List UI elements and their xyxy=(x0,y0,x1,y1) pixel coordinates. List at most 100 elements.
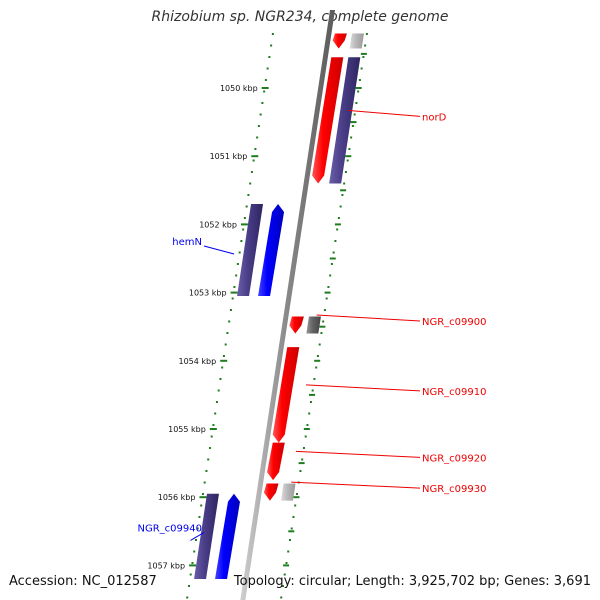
gene-feature[interactable] xyxy=(280,483,296,501)
scale-dot xyxy=(235,274,238,277)
scale-dot xyxy=(205,470,208,472)
scale-dot xyxy=(325,297,328,300)
gene-feature[interactable] xyxy=(263,483,279,501)
gene-label[interactable]: NGR_c09940 xyxy=(138,523,203,534)
gene-leader-line xyxy=(203,245,235,255)
scale-dot xyxy=(343,182,346,185)
scale-dot xyxy=(315,366,318,369)
scale-dot xyxy=(306,424,309,426)
minor-tick xyxy=(298,462,305,465)
gene-feature[interactable] xyxy=(349,33,364,49)
scale-dot xyxy=(357,90,360,93)
minor-tick xyxy=(303,428,310,430)
scale-dot xyxy=(350,136,353,139)
scale-dot xyxy=(327,286,330,288)
scale-dot xyxy=(285,562,288,564)
accession-label: Accession: NC_012587 xyxy=(9,574,157,589)
scale-dot xyxy=(191,562,194,564)
major-tick xyxy=(220,359,228,362)
scale-dot xyxy=(207,458,210,461)
minor-tick xyxy=(329,257,336,260)
gene-feature[interactable] xyxy=(237,203,264,297)
scale-dot xyxy=(358,79,361,81)
gene-leader-line xyxy=(305,384,421,392)
scale-dot xyxy=(256,136,259,139)
gene-feature[interactable] xyxy=(306,316,321,334)
scale-dot xyxy=(203,481,206,484)
scale-dot xyxy=(264,79,267,81)
scale-dot xyxy=(238,251,241,254)
scale-dot xyxy=(283,573,286,576)
gene-label[interactable]: NGR_c09920 xyxy=(422,453,487,464)
scale-dot xyxy=(299,470,302,472)
gene-feature[interactable] xyxy=(215,493,240,580)
scale-dot xyxy=(308,412,311,415)
scale-dot xyxy=(229,309,232,311)
scale-dot xyxy=(344,171,347,173)
gene-feature[interactable] xyxy=(332,33,347,49)
scale-dot xyxy=(193,550,196,553)
scale-dot xyxy=(341,194,344,196)
scale-dot xyxy=(219,378,222,380)
gene-label[interactable]: NGR_c09900 xyxy=(422,317,487,328)
scale-dot xyxy=(336,228,339,231)
gene-label[interactable]: NGR_c09910 xyxy=(422,387,487,398)
scale-dot xyxy=(198,516,201,518)
gene-label[interactable]: norD xyxy=(422,112,447,123)
scale-dot xyxy=(332,251,335,254)
scale-dot xyxy=(263,90,266,93)
tick-label: 1056 kbp xyxy=(158,493,196,502)
scale-dot xyxy=(288,539,291,541)
minor-tick xyxy=(314,359,321,362)
scale-dot xyxy=(226,332,229,334)
tick-label: 1055 kbp xyxy=(168,425,206,434)
genome-backbone xyxy=(240,10,336,600)
gene-feature[interactable] xyxy=(267,442,285,481)
scale-dot xyxy=(240,240,243,242)
gene-leader-line xyxy=(316,314,421,322)
scale-dot xyxy=(231,297,234,300)
gene-feature[interactable] xyxy=(258,203,285,297)
gene-feature[interactable] xyxy=(272,347,300,443)
scale-dot xyxy=(287,550,290,553)
scale-dot xyxy=(252,159,255,162)
gene-feature[interactable] xyxy=(194,493,219,580)
minor-tick xyxy=(283,564,290,567)
scale-dot xyxy=(222,355,225,357)
minor-tick xyxy=(334,223,341,226)
scale-dot xyxy=(334,240,337,242)
scale-dot xyxy=(311,389,314,392)
scale-dot xyxy=(266,67,269,70)
tick-label: 1052 kbp xyxy=(199,220,237,229)
scale-dot xyxy=(221,366,224,369)
scale-dot xyxy=(196,527,199,530)
scale-dot xyxy=(187,585,190,587)
tick-label: 1050 kbp xyxy=(220,84,258,93)
scale-dot xyxy=(346,159,349,162)
scale-dot xyxy=(254,148,257,150)
major-tick xyxy=(189,564,197,567)
tick-label: 1057 kbp xyxy=(147,561,185,570)
gene-label[interactable]: NGR_c09930 xyxy=(422,484,487,495)
scale-dot xyxy=(208,447,211,449)
scale-dot xyxy=(210,435,213,438)
major-tick xyxy=(209,428,217,430)
scale-dot xyxy=(224,343,227,346)
scale-dot xyxy=(242,228,245,231)
scale-dot xyxy=(212,424,215,426)
major-tick xyxy=(230,291,238,294)
scale-dot xyxy=(236,263,239,265)
scale-dot xyxy=(339,205,342,208)
gene-feature[interactable] xyxy=(289,316,304,334)
scale-dot xyxy=(362,56,365,58)
scale-dot xyxy=(257,125,260,127)
gene-feature[interactable] xyxy=(329,57,361,184)
minor-tick xyxy=(360,52,367,55)
scale-dot xyxy=(215,401,218,403)
scale-dot xyxy=(365,33,368,35)
gene-feature[interactable] xyxy=(312,57,344,184)
scale-dot xyxy=(330,263,333,265)
gene-label[interactable]: hemN xyxy=(172,237,202,248)
scale-dot xyxy=(280,596,283,599)
